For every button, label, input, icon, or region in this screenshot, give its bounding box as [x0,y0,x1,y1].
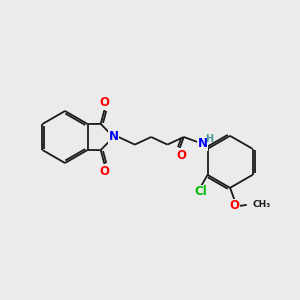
Text: O: O [100,96,110,110]
Text: O: O [100,165,110,178]
Text: H: H [206,134,214,144]
Text: Cl: Cl [194,185,207,199]
Text: O: O [176,149,186,162]
Text: N: N [198,137,208,150]
Text: O: O [230,200,240,212]
Text: CH₃: CH₃ [253,200,271,209]
Text: N: N [109,130,118,143]
